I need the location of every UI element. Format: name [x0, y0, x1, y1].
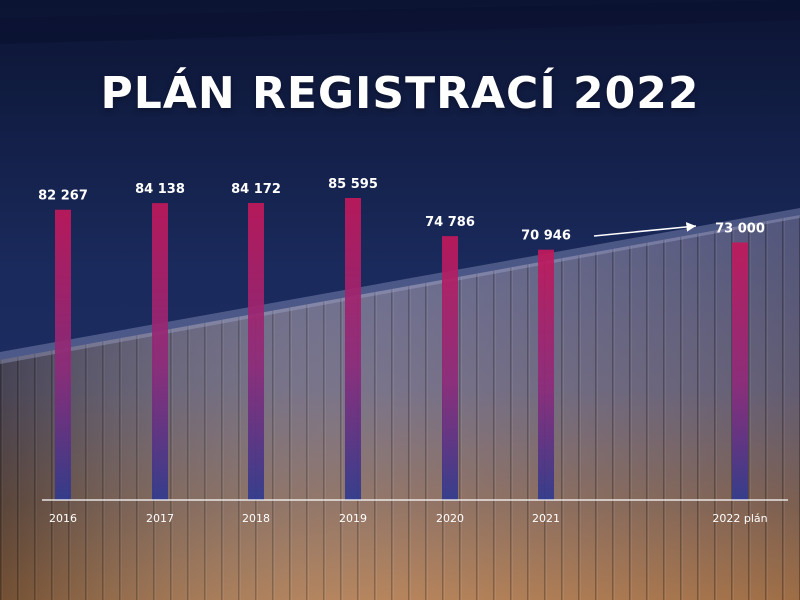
- value-label: 85 595: [328, 177, 378, 192]
- bar-2019: [345, 198, 361, 500]
- bar-2021: [538, 249, 554, 500]
- value-label: 74 786: [425, 215, 475, 230]
- x-tick-label: 2022 plán: [712, 512, 767, 525]
- x-tick-label: 2020: [436, 512, 464, 525]
- value-label: 84 138: [135, 182, 185, 197]
- x-tick-label: 2016: [49, 512, 77, 525]
- value-label: 82 267: [38, 189, 88, 204]
- x-tick-label: 2019: [339, 512, 367, 525]
- bar-2022-plán: [732, 242, 748, 500]
- x-tick-label: 2018: [242, 512, 270, 525]
- bar-2020: [442, 236, 458, 500]
- x-tick-label: 2017: [146, 512, 174, 525]
- bars-group: 82 267 2016 84 138 2017 84 172 2018 85 595 2019…: [38, 177, 768, 525]
- page-title: PLÁN REGISTRACÍ 2022: [100, 68, 700, 119]
- value-label: 70 946: [521, 229, 571, 244]
- x-tick-label: 2021: [532, 512, 560, 525]
- trend-arrow: [593, 222, 697, 237]
- bar-2018: [248, 203, 264, 500]
- value-label: 73 000: [715, 221, 765, 236]
- bar-2016: [55, 209, 71, 500]
- value-label: 84 172: [231, 182, 281, 197]
- bar-2017: [152, 203, 168, 500]
